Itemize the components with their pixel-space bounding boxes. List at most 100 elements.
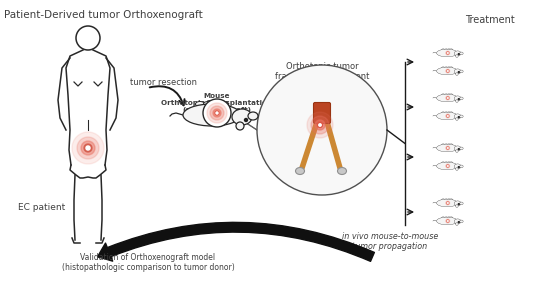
Ellipse shape <box>460 70 463 73</box>
Ellipse shape <box>450 112 453 113</box>
Ellipse shape <box>454 114 461 119</box>
Circle shape <box>458 222 459 223</box>
Ellipse shape <box>447 94 451 95</box>
Text: Orthotopic tumor
fragment engraftment: Orthotopic tumor fragment engraftment <box>275 62 369 82</box>
Circle shape <box>447 52 449 54</box>
Ellipse shape <box>195 101 205 107</box>
Ellipse shape <box>441 112 445 113</box>
Ellipse shape <box>212 101 220 107</box>
Circle shape <box>446 51 450 55</box>
Ellipse shape <box>441 67 445 68</box>
Text: EC patient: EC patient <box>18 203 65 213</box>
Text: in vivo mouse-to-mouse
tumor propagation: in vivo mouse-to-mouse tumor propagation <box>342 232 438 251</box>
Ellipse shape <box>445 67 448 68</box>
Ellipse shape <box>447 217 451 218</box>
Ellipse shape <box>460 115 463 118</box>
Circle shape <box>446 164 450 168</box>
Circle shape <box>446 114 450 118</box>
Ellipse shape <box>295 168 305 174</box>
Text: Mouse
Orthotopic Transplantation
(orthoxenograft): Mouse Orthotopic Transplantation (orthox… <box>161 93 273 113</box>
Ellipse shape <box>441 94 445 95</box>
Ellipse shape <box>460 147 463 150</box>
Circle shape <box>307 112 333 138</box>
Circle shape <box>315 120 325 130</box>
Circle shape <box>446 202 449 204</box>
Circle shape <box>446 220 449 222</box>
FancyBboxPatch shape <box>313 103 331 123</box>
Circle shape <box>447 147 449 149</box>
Ellipse shape <box>447 112 451 113</box>
Ellipse shape <box>437 162 457 170</box>
Ellipse shape <box>437 199 457 207</box>
Ellipse shape <box>454 69 461 74</box>
Circle shape <box>456 205 458 207</box>
Ellipse shape <box>454 51 461 56</box>
Ellipse shape <box>460 165 463 168</box>
Circle shape <box>447 220 449 222</box>
Circle shape <box>456 100 458 102</box>
Ellipse shape <box>454 219 461 224</box>
Circle shape <box>216 112 218 114</box>
Circle shape <box>446 201 450 205</box>
Circle shape <box>86 146 90 150</box>
Circle shape <box>458 149 459 150</box>
Ellipse shape <box>441 144 445 145</box>
Circle shape <box>446 52 449 54</box>
Ellipse shape <box>450 217 453 218</box>
Ellipse shape <box>445 49 448 50</box>
Ellipse shape <box>437 94 457 102</box>
Circle shape <box>446 70 449 72</box>
Circle shape <box>446 96 450 100</box>
Circle shape <box>456 73 458 75</box>
Ellipse shape <box>460 202 463 205</box>
Ellipse shape <box>437 144 457 152</box>
Circle shape <box>215 111 219 115</box>
Ellipse shape <box>183 104 241 126</box>
Ellipse shape <box>450 49 453 50</box>
Circle shape <box>447 202 449 204</box>
Ellipse shape <box>445 199 448 200</box>
Circle shape <box>203 99 231 127</box>
Circle shape <box>456 55 458 57</box>
Ellipse shape <box>219 101 229 107</box>
Circle shape <box>458 167 459 168</box>
Circle shape <box>456 118 458 120</box>
Circle shape <box>447 70 449 72</box>
Ellipse shape <box>232 109 252 125</box>
Circle shape <box>458 54 459 55</box>
Ellipse shape <box>445 217 448 218</box>
Circle shape <box>77 137 99 159</box>
Circle shape <box>446 146 450 150</box>
Circle shape <box>447 115 449 117</box>
Circle shape <box>318 123 323 127</box>
Ellipse shape <box>445 144 448 145</box>
Ellipse shape <box>454 201 461 206</box>
Text: Patient-Derived tumor Orthoxenograft: Patient-Derived tumor Orthoxenograft <box>4 10 203 20</box>
Text: Treatment: Treatment <box>465 15 515 25</box>
Ellipse shape <box>454 146 461 151</box>
Circle shape <box>446 69 450 73</box>
Text: tumor resection: tumor resection <box>130 78 197 87</box>
Ellipse shape <box>454 164 461 169</box>
Ellipse shape <box>445 94 448 95</box>
Ellipse shape <box>445 162 448 163</box>
Ellipse shape <box>441 49 445 50</box>
Ellipse shape <box>460 52 463 55</box>
Circle shape <box>244 119 248 121</box>
Ellipse shape <box>447 199 451 200</box>
Circle shape <box>236 122 244 130</box>
Ellipse shape <box>447 49 451 50</box>
Ellipse shape <box>450 199 453 200</box>
Ellipse shape <box>454 96 461 101</box>
Circle shape <box>458 117 459 118</box>
Circle shape <box>458 204 459 205</box>
Circle shape <box>446 219 450 223</box>
Ellipse shape <box>450 67 453 68</box>
Ellipse shape <box>450 162 453 163</box>
Circle shape <box>456 168 458 170</box>
Text: Validation of Orthoxenograft model
(histopathologic comparison to tumor donor): Validation of Orthoxenograft model (hist… <box>61 253 235 272</box>
Circle shape <box>81 141 95 155</box>
Circle shape <box>207 103 227 123</box>
Circle shape <box>446 97 449 99</box>
Circle shape <box>447 165 449 167</box>
